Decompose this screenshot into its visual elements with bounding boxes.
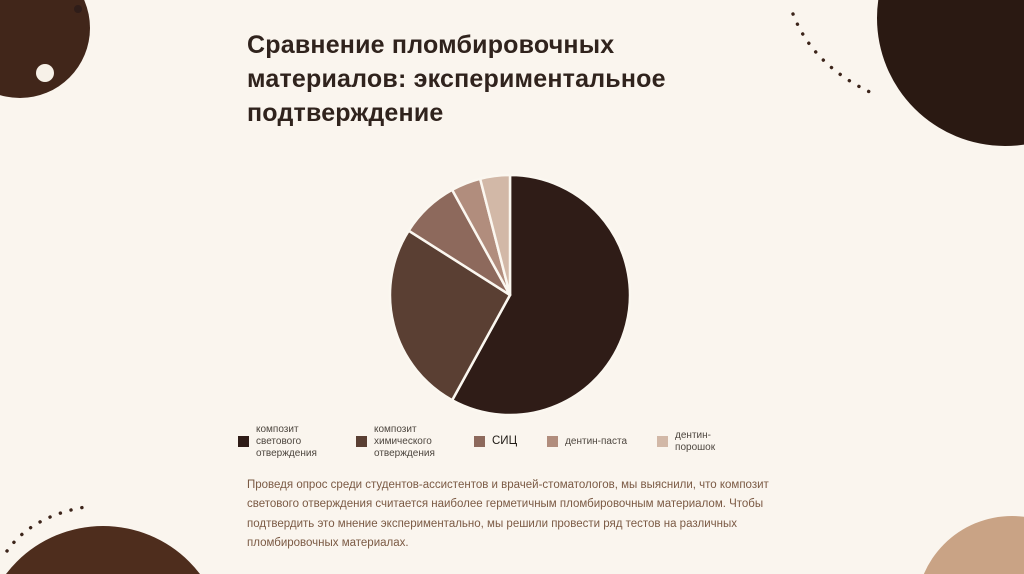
decor-circle-bottom-right [923, 516, 1024, 574]
chart-legend: композит светового отверждения композит х… [238, 424, 838, 459]
dotted-arc-bottom-left [5, 504, 94, 553]
legend-swatch [238, 436, 249, 448]
pie-slice-4 [478, 173, 512, 297]
decor-circle-top-right [877, 0, 1024, 146]
legend-swatch [547, 436, 559, 448]
legend-swatch [657, 436, 669, 448]
decor-circle-top-left [0, 0, 90, 98]
decor-circle-bottom-left [6, 526, 200, 574]
legend-swatch [474, 436, 485, 448]
slide-title: Сравнение пломбировочных материалов: экс… [247, 31, 666, 127]
legend-item: композит светового отверждения [238, 424, 326, 459]
pie-slice-1 [388, 229, 512, 402]
dotted-arc-top-right [791, 12, 876, 96]
legend-label: композит химического отверждения [374, 424, 435, 459]
legend-label: композит светового отверждения [256, 424, 317, 459]
decor-white-dot [36, 64, 54, 82]
decor-small-dot [74, 5, 82, 13]
pie-chart [388, 173, 632, 417]
legend-item: дентин-паста [547, 436, 627, 448]
slide-body-text: Проведя опрос среди студентов-ассистенто… [247, 479, 769, 549]
legend-item: композит химического отверждения [356, 424, 444, 459]
legend-item: СИЦ [474, 435, 517, 449]
legend-label: дентин-порошок [675, 429, 716, 453]
legend-item: дентин-порошок [657, 430, 723, 454]
legend-label: СИЦ [492, 434, 518, 447]
legend-label: дентин-паста [565, 435, 628, 447]
pie-slice-0 [450, 173, 632, 417]
legend-swatch [356, 436, 367, 448]
